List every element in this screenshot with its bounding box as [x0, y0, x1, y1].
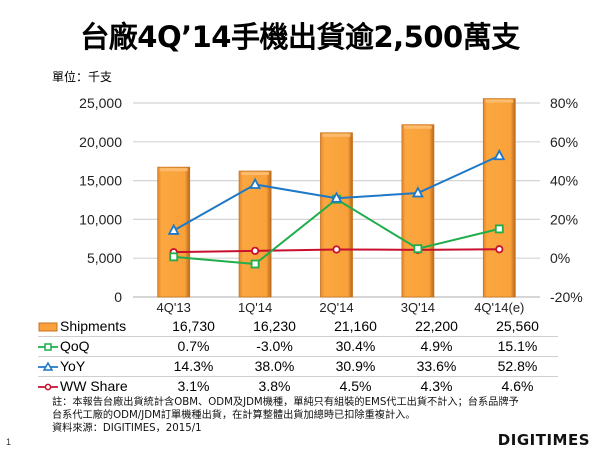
table-row: YoY 14.3% 38.0% 30.9% 33.6% 52.8% — [38, 356, 558, 377]
left-axis-ticks: 25,000 20,000 15,000 10,000 5,000 0 — [79, 95, 122, 305]
combo-chart: 25,000 20,000 15,000 10,000 5,000 0 80% 60% 40%… — [79, 95, 583, 315]
left-tick-label: 0 — [114, 289, 122, 305]
table-row: WW Share 3.1% 3.8% 4.5% 4.3% 4.6% — [38, 376, 558, 396]
category-label: 2Q'14 — [319, 300, 353, 315]
table-cell: 15.1% — [477, 336, 558, 357]
table-cell: 4.3% — [396, 376, 477, 396]
left-tick-label: 15,000 — [79, 173, 122, 189]
legend-marker — [44, 383, 52, 391]
legend-swatch — [38, 322, 58, 332]
category-label: 4Q'13 — [157, 300, 191, 315]
category-label: 3Q'14 — [401, 300, 435, 315]
shipments-bar — [238, 170, 272, 298]
ww-share-marker — [332, 245, 341, 254]
source-line: 資料來源：DIGITIMES，2015/1 — [52, 423, 202, 434]
table-cell: -3.0% — [234, 336, 315, 357]
qoq-marker — [494, 224, 504, 234]
category-axis-labels: 4Q'13 1Q'14 2Q'14 3Q'14 4Q'14(e) — [157, 300, 525, 315]
line-series — [167, 148, 506, 269]
right-tick-label: 80% — [550, 95, 578, 111]
table-cell: 30.4% — [315, 336, 396, 357]
table-cell: 4.5% — [315, 376, 396, 396]
legend-marker — [44, 343, 52, 352]
series-label: WW Share — [38, 376, 153, 396]
ww-share-marker — [251, 246, 260, 255]
table-row: QoQ 0.7% -3.0% 30.4% 4.9% 15.1% — [38, 336, 558, 357]
series-label: QoQ — [38, 336, 153, 357]
note-line-1: 註：本報告台廠出貨統計含OBM、ODM及JDM機種，單純只有組裝的EMS代工出貨… — [52, 397, 519, 408]
category-label: 1Q'14 — [238, 300, 272, 315]
bar-highlight — [241, 172, 270, 176]
table-row: Shipments 16,730 16,230 21,160 22,200 25,560 — [38, 317, 558, 337]
table-cell: 14.3% — [153, 356, 234, 377]
yoy-marker — [493, 148, 506, 161]
left-tick-label: 20,000 — [79, 134, 122, 150]
right-axis-ticks: 80% 60% 40% 20% 0% -20% — [550, 95, 583, 305]
right-tick-label: 60% — [550, 134, 578, 150]
series-name: QoQ — [60, 338, 90, 354]
right-tick-label: 20% — [550, 211, 578, 227]
table-cell: 38.0% — [234, 356, 315, 377]
table-cell: 21,160 — [334, 318, 377, 334]
right-tick-label: 40% — [550, 173, 578, 189]
qoq-legend-icon — [38, 343, 58, 352]
bar-highlight — [485, 99, 514, 103]
right-tick-label: -20% — [550, 289, 583, 305]
shipments-bar — [482, 98, 516, 298]
data-table: Shipments 16,730 16,230 21,160 22,200 25,560 Q… — [38, 317, 558, 396]
qoq-marker — [413, 244, 423, 254]
table-cell: 16,730 — [172, 318, 215, 334]
footnotes: 註：本報告台廠出貨統計含OBM、ODM及JDM機種，單純只有組裝的EMS代工出貨… — [52, 396, 519, 435]
table-cell: 22,200 — [415, 318, 458, 334]
shipments-bars — [157, 98, 516, 298]
yoy-marker — [249, 177, 262, 189]
table-cell: 52.8% — [477, 356, 558, 377]
table-cell: 4.6% — [477, 376, 558, 396]
qoq-marker — [250, 259, 260, 269]
qoq-marker — [169, 252, 179, 262]
table-cell: 33.6% — [396, 356, 477, 377]
table-cell: 30.9% — [315, 356, 396, 377]
table-cell: 16,230 — [253, 318, 296, 334]
series-label: YoY — [38, 356, 153, 377]
bar-highlight — [322, 133, 351, 137]
shipments-bar — [320, 132, 353, 298]
series-label: Shipments — [38, 317, 153, 337]
yoy-marker — [167, 223, 180, 235]
category-label: 4Q'14(e) — [474, 300, 524, 315]
ww-share-legend-icon — [38, 383, 58, 391]
left-tick-label: 5,000 — [87, 250, 122, 266]
note-line-2: 台系代工廠的ODM/JDM訂單機種出貨，在計算整體出貨加總時已扣除重複計入。 — [52, 410, 416, 421]
left-tick-label: 25,000 — [79, 95, 122, 111]
table-cell: 3.1% — [153, 376, 234, 396]
digitimes-logo: DIGITIMES — [497, 431, 590, 449]
right-tick-label: 0% — [550, 250, 570, 266]
chart-title: 台廠4Q’14手機出貨逾2,500萬支 — [80, 20, 520, 54]
yoy-legend-icon — [38, 361, 58, 372]
left-tick-label: 10,000 — [79, 211, 122, 227]
series-name: WW Share — [60, 378, 128, 394]
series-name: YoY — [60, 358, 86, 374]
yoy-marker — [330, 191, 343, 203]
series-name: Shipments — [60, 318, 127, 334]
table-cell: 4.9% — [396, 336, 477, 357]
legend-marker — [42, 361, 54, 372]
table-cell: 0.7% — [153, 336, 234, 357]
table-cell: 25,560 — [496, 318, 539, 334]
unit-label: 單位：千支 — [52, 70, 113, 84]
bar-highlight — [159, 168, 188, 172]
shipments-bar — [401, 124, 435, 298]
table-cell: 3.8% — [234, 376, 315, 396]
ww-share-marker — [495, 245, 504, 254]
bar-highlight — [403, 125, 432, 129]
page-number: 1 — [6, 437, 12, 447]
shipments-legend-icon — [38, 322, 58, 332]
yoy-marker — [411, 186, 424, 198]
